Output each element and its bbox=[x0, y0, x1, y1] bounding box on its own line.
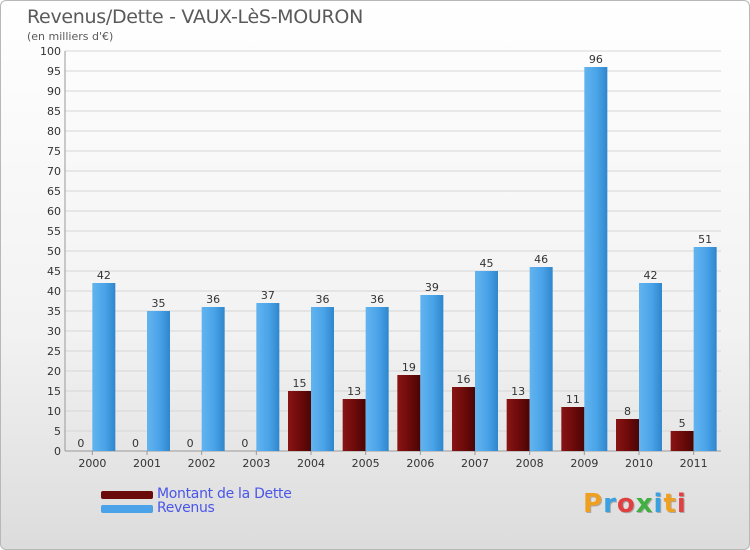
logo-letter: o bbox=[616, 489, 636, 519]
debt-value-label: 0 bbox=[187, 437, 194, 450]
logo-letter: i bbox=[676, 489, 687, 519]
debt-value-label: 15 bbox=[293, 377, 307, 390]
revenus-bar bbox=[92, 283, 116, 451]
revenus-bar bbox=[693, 247, 717, 451]
revenus-value-label: 36 bbox=[370, 293, 384, 306]
debt-value-label: 13 bbox=[347, 385, 361, 398]
y-tick-label: 50 bbox=[47, 245, 61, 258]
revenus-value-label: 42 bbox=[97, 269, 111, 282]
debt-value-label: 11 bbox=[566, 393, 580, 406]
logo-letter: i bbox=[653, 489, 664, 519]
x-tick-label: 2010 bbox=[625, 457, 653, 470]
debt-bar bbox=[561, 407, 585, 451]
y-tick-label: 0 bbox=[54, 445, 61, 458]
debt-bar bbox=[452, 387, 475, 451]
revenus-bar bbox=[529, 267, 553, 451]
bars bbox=[69, 67, 717, 452]
y-tick-label: 35 bbox=[47, 305, 61, 318]
labels: 0510152025303540455055606570758085909510… bbox=[40, 45, 712, 470]
logo-letter: P bbox=[583, 489, 604, 519]
revenus-value-label: 39 bbox=[425, 281, 439, 294]
y-tick-label: 5 bbox=[54, 425, 61, 438]
revenus-value-label: 36 bbox=[316, 293, 330, 306]
legend-swatch-debt bbox=[101, 491, 153, 499]
grid-lines bbox=[64, 50, 721, 455]
x-tick-label: 2007 bbox=[461, 457, 489, 470]
debt-bar bbox=[397, 375, 421, 451]
x-tick-label: 2002 bbox=[188, 457, 216, 470]
proxiti-logo: Proxiti bbox=[583, 489, 687, 519]
x-tick-label: 2009 bbox=[570, 457, 598, 470]
debt-value-label: 0 bbox=[241, 437, 248, 450]
y-tick-label: 45 bbox=[47, 265, 61, 278]
revenus-bar bbox=[311, 307, 334, 451]
revenus-value-label: 51 bbox=[698, 233, 712, 246]
y-tick-label: 25 bbox=[47, 345, 61, 358]
revenus-value-label: 36 bbox=[206, 293, 220, 306]
y-tick-label: 100 bbox=[40, 45, 61, 58]
y-tick-label: 85 bbox=[47, 105, 61, 118]
y-tick-label: 70 bbox=[47, 165, 61, 178]
x-tick-label: 2003 bbox=[242, 457, 270, 470]
revenus-value-label: 96 bbox=[589, 53, 603, 66]
revenus-value-label: 35 bbox=[152, 297, 166, 310]
y-tick-label: 75 bbox=[47, 145, 61, 158]
revenus-bar bbox=[365, 307, 389, 451]
x-tick-label: 2011 bbox=[680, 457, 708, 470]
legend-label-revenus: Revenus bbox=[157, 500, 215, 516]
debt-value-label: 19 bbox=[402, 361, 416, 374]
debt-bar bbox=[342, 399, 366, 451]
legend-item-revenus: Revenus bbox=[101, 500, 361, 516]
x-tick-label: 2008 bbox=[516, 457, 544, 470]
y-tick-label: 55 bbox=[47, 225, 61, 238]
legend: Montant de la Dette Revenus bbox=[101, 486, 361, 516]
revenus-value-label: 37 bbox=[261, 289, 275, 302]
revenus-value-label: 45 bbox=[480, 257, 494, 270]
logo-letter: x bbox=[635, 489, 654, 519]
revenus-bar bbox=[584, 67, 608, 451]
debt-value-label: 16 bbox=[457, 373, 471, 386]
debt-value-label: 5 bbox=[679, 417, 686, 430]
y-tick-label: 65 bbox=[47, 185, 61, 198]
revenus-bar bbox=[147, 311, 170, 451]
y-tick-label: 80 bbox=[47, 125, 61, 138]
y-tick-label: 30 bbox=[47, 325, 61, 338]
x-tick-label: 2006 bbox=[406, 457, 434, 470]
x-tick-label: 2001 bbox=[133, 457, 161, 470]
chart-subtitle: (en milliers d'€) bbox=[27, 30, 114, 43]
chart-title: Revenus/Dette - VAUX-LèS-MOURON bbox=[27, 6, 363, 28]
x-tick-label: 2005 bbox=[352, 457, 380, 470]
logo-letter: t bbox=[663, 489, 677, 519]
y-tick-label: 20 bbox=[47, 365, 61, 378]
revenus-value-label: 42 bbox=[644, 269, 658, 282]
revenus-bar bbox=[256, 303, 280, 451]
legend-item-debt: Montant de la Dette bbox=[101, 486, 361, 502]
debt-bar bbox=[506, 399, 530, 451]
revenus-bar bbox=[475, 271, 498, 451]
revenus-value-label: 46 bbox=[534, 253, 548, 266]
revenus-bar bbox=[201, 307, 225, 451]
legend-swatch-revenus bbox=[101, 505, 153, 513]
y-tick-label: 95 bbox=[47, 65, 61, 78]
logo-letter: r bbox=[603, 489, 617, 519]
debt-value-label: 0 bbox=[132, 437, 139, 450]
debt-bar bbox=[288, 391, 311, 451]
y-tick-label: 10 bbox=[47, 405, 61, 418]
debt-bar bbox=[616, 419, 639, 451]
debt-value-label: 13 bbox=[511, 385, 525, 398]
x-tick-label: 2004 bbox=[297, 457, 325, 470]
legend-label-debt: Montant de la Dette bbox=[157, 486, 292, 502]
debt-value-label: 8 bbox=[624, 405, 631, 418]
y-tick-label: 60 bbox=[47, 205, 61, 218]
debt-bar bbox=[670, 431, 694, 451]
debt-value-label: 0 bbox=[77, 437, 84, 450]
revenus-bar bbox=[420, 295, 444, 451]
x-tick-label: 2000 bbox=[78, 457, 106, 470]
y-tick-label: 40 bbox=[47, 285, 61, 298]
y-tick-label: 90 bbox=[47, 85, 61, 98]
y-tick-label: 15 bbox=[47, 385, 61, 398]
revenus-bar bbox=[639, 283, 662, 451]
